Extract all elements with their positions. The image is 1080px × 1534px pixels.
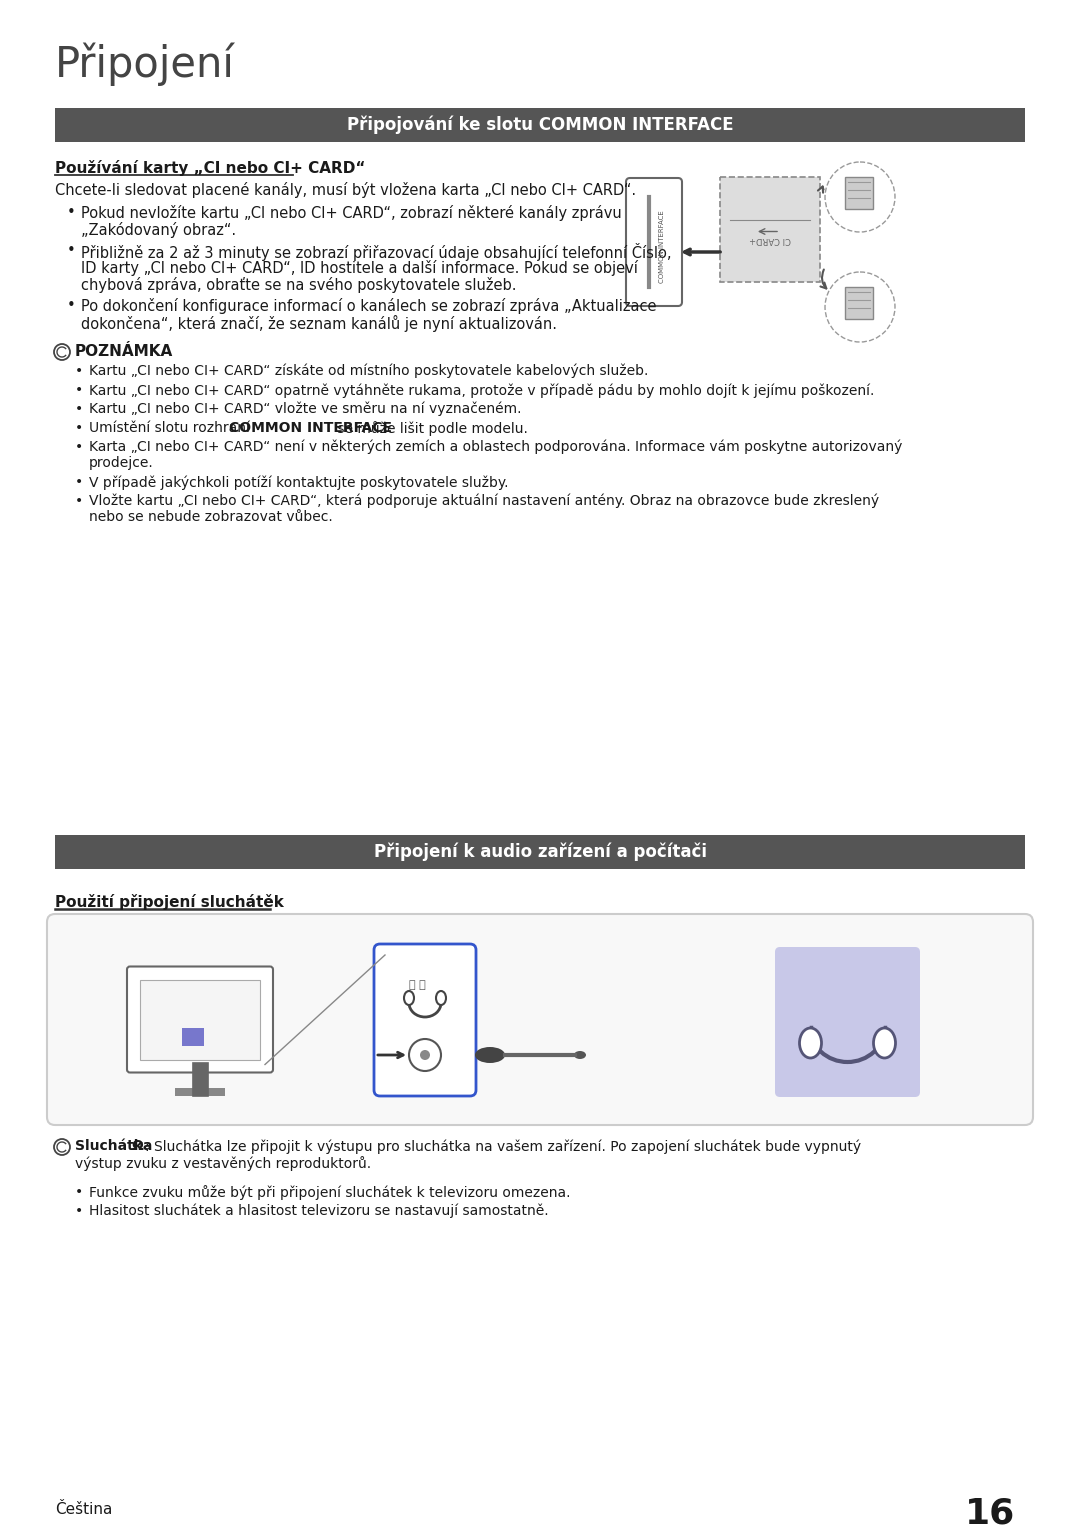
Text: COMMON INTERFACE: COMMON INTERFACE [229,420,392,436]
Text: •: • [67,298,76,313]
Text: •: • [75,494,83,508]
Text: Připojení k audio zařízení a počítači: Připojení k audio zařízení a počítači [374,842,706,861]
Ellipse shape [573,1051,586,1058]
Text: •: • [75,1204,83,1218]
FancyBboxPatch shape [48,914,1032,1124]
Text: •: • [75,440,83,454]
Text: dokončena“, která značí, že seznam kanálů je nyní aktualizován.: dokončena“, která značí, že seznam kanál… [81,314,557,331]
Text: •: • [75,476,83,489]
Text: Karta „CI nebo CI+ CARD“ není v některých zemích a oblastech podporována. Inform: Karta „CI nebo CI+ CARD“ není v některýc… [89,440,903,454]
Text: se může lišit podle modelu.: se může lišit podle modelu. [334,420,528,436]
Text: výstup zvuku z vestavěných reproduktorů.: výstup zvuku z vestavěných reproduktorů. [75,1157,372,1170]
Bar [720,176,820,282]
FancyBboxPatch shape [775,946,920,1097]
Text: Pokud nevložíte kartu „CI nebo CI+ CARD“, zobrazí některé kanály zprávu: Pokud nevložíte kartu „CI nebo CI+ CARD“… [81,206,622,221]
Text: V případě jakýchkoli potíží kontaktujte poskytovatele služby.: V případě jakýchkoli potíží kontaktujte … [89,476,509,489]
Ellipse shape [874,1028,895,1058]
Text: •: • [75,364,83,377]
Text: 16: 16 [964,1496,1015,1529]
Text: Umístění slotu rozhraní: Umístění slotu rozhraní [89,420,254,436]
Text: Kartu „CI nebo CI+ CARD“ opatrně vytáhněte rukama, protože v případě pádu by moh: Kartu „CI nebo CI+ CARD“ opatrně vytáhně… [89,384,875,397]
Text: ID karty „CI nebo CI+ CARD“, ID hostitele a další informace. Pokud se objeví: ID karty „CI nebo CI+ CARD“, ID hostitel… [81,259,638,276]
Text: POZNÁMKA: POZNÁMKA [75,344,173,359]
Text: Ω: Ω [132,1140,144,1154]
Text: Použití připojení sluchátěk: Použití připojení sluchátěk [55,894,284,910]
Ellipse shape [436,991,446,1005]
Bar [845,287,873,319]
Text: Vložte kartu „CI nebo CI+ CARD“, která podporuje aktuální nastavení antény. Obra: Vložte kartu „CI nebo CI+ CARD“, která p… [89,494,879,508]
Bar [175,1088,225,1095]
Text: Čeština: Čeština [55,1502,112,1517]
Bar [55,107,1025,143]
Text: •: • [67,206,76,219]
Text: Hlasitost sluchátek a hlasitost televizoru se nastavují samostatně.: Hlasitost sluchátek a hlasitost televizo… [89,1204,549,1218]
Text: CI CARD+: CI CARD+ [750,235,791,244]
Text: •: • [67,242,76,258]
Bar [845,176,873,209]
Text: nebo se nebude zobrazovat vůbec.: nebo se nebude zobrazovat vůbec. [89,509,333,525]
Text: Připojování ke slotu COMMON INTERFACE: Připojování ke slotu COMMON INTERFACE [347,115,733,135]
Text: Používání karty „CI nebo CI+ CARD“: Používání karty „CI nebo CI+ CARD“ [55,160,365,176]
Text: •: • [75,384,83,397]
Text: Funkce zvuku může být při připojení sluchátek k televizoru omezena.: Funkce zvuku může být při připojení sluc… [89,1184,570,1200]
Ellipse shape [475,1048,505,1063]
Text: COMMON INTERFACE: COMMON INTERFACE [659,210,665,284]
Circle shape [420,1049,430,1060]
Text: Kartu „CI nebo CI+ CARD“ získáte od místního poskytovatele kabelových služeb.: Kartu „CI nebo CI+ CARD“ získáte od míst… [89,364,648,379]
Text: chybová zpráva, obraťte se na svého poskytovatele služeb.: chybová zpráva, obraťte se na svého posk… [81,278,516,293]
Text: •: • [75,402,83,416]
FancyBboxPatch shape [626,178,681,305]
Text: ๏ ๏: ๏ ๏ [408,980,426,989]
Bar [55,834,1025,868]
Text: Po dokončení konfigurace informací o kanálech se zobrazí zpráva „Aktualizace: Po dokončení konfigurace informací o kan… [81,298,657,314]
Text: prodejce.: prodejce. [89,456,153,469]
Bar [183,1028,204,1046]
FancyBboxPatch shape [127,966,273,1072]
Text: Připojení: Připojení [55,41,234,86]
Text: Kartu „CI nebo CI+ CARD“ vložte ve směru na ní vyznačeném.: Kartu „CI nebo CI+ CARD“ vložte ve směru… [89,402,522,417]
Text: Sluchátka: Sluchátka [75,1140,152,1154]
Bar [140,980,260,1060]
Text: •: • [75,1184,83,1200]
Ellipse shape [404,991,414,1005]
Text: „Zakódovaný obraz“.: „Zakódovaný obraz“. [81,222,237,238]
Text: •: • [75,420,83,436]
FancyBboxPatch shape [374,943,476,1095]
Ellipse shape [799,1028,822,1058]
Text: : Sluchátka lze připojit k výstupu pro sluchátka na vašem zařízení. Po zapojení : : Sluchátka lze připojit k výstupu pro s… [145,1140,861,1154]
Text: Chcete-li sledovat placené kanály, musí být vložena karta „CI nebo CI+ CARD“.: Chcete-li sledovat placené kanály, musí … [55,183,636,198]
Text: Přibližně za 2 až 3 minuty se zobrazí přiřazovací údaje obsahující telefonní Čís: Přibližně za 2 až 3 minuty se zobrazí př… [81,242,672,261]
